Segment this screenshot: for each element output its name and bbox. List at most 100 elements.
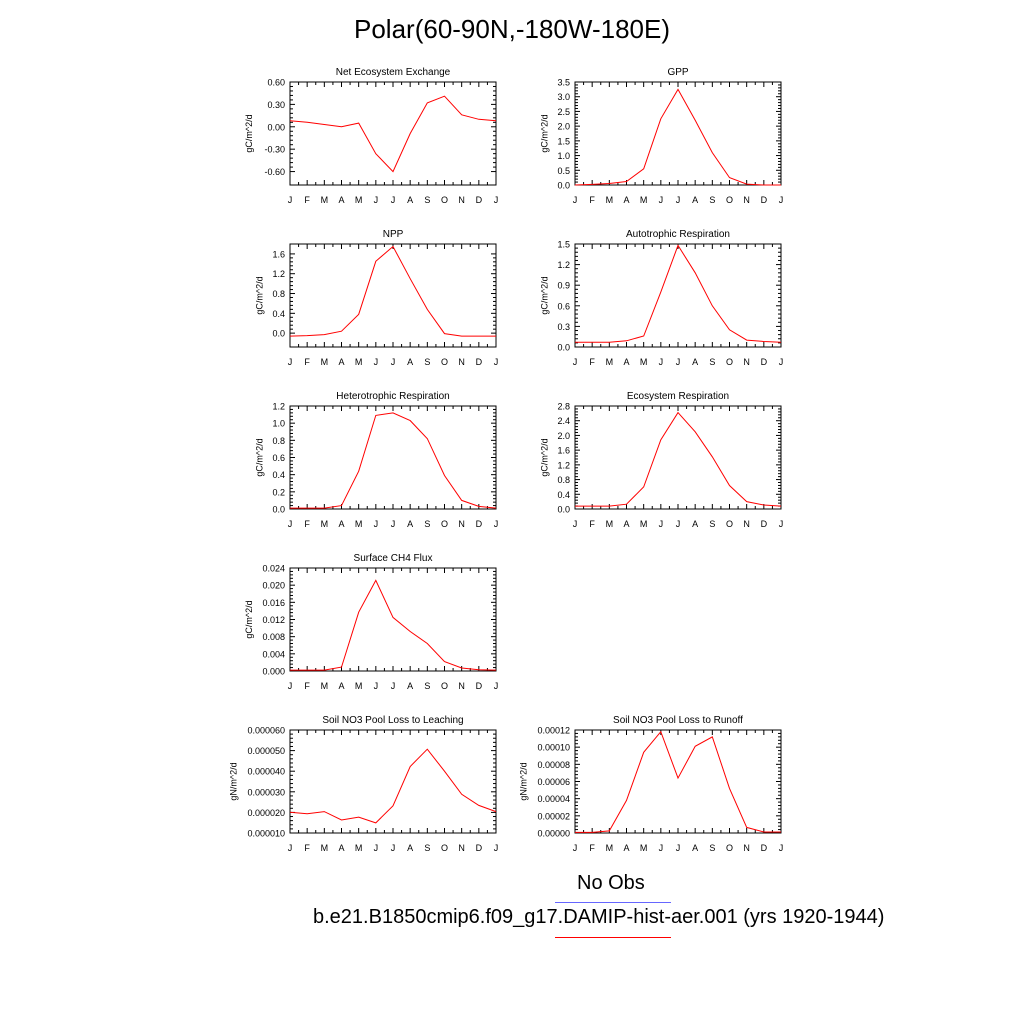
y-tick-label: 0.00010 [537,743,570,753]
x-tick-label: J [374,843,379,853]
x-tick-label: J [779,195,784,205]
x-tick-label: F [304,357,310,367]
plot-frame [289,243,497,348]
x-tick-label: J [676,843,681,853]
plot-frame [289,729,497,834]
series-line [289,245,496,337]
panel-title: Soil NO3 Pool Loss to Leaching [322,715,463,726]
x-tick-label: N [743,843,750,853]
series-line [290,579,497,671]
panel-title: Soil NO3 Pool Loss to Runoff [613,715,743,726]
x-tick-label: A [338,519,344,529]
x-tick-label: A [407,519,413,529]
series-line [289,748,497,824]
y-tick-label: 0.00006 [537,777,570,787]
x-tick-label: J [494,519,499,529]
x-tick-label: A [407,357,413,367]
x-tick-label: J [288,519,293,529]
y-tick-label: 0.00012 [537,726,570,736]
x-tick-label: J [779,843,784,853]
plot-frame [574,81,782,186]
x-tick-label: O [726,519,733,529]
y-tick-label: 0.4 [557,490,570,500]
x-tick-label: A [623,519,629,529]
y-tick-label: 0.024 [262,564,285,574]
y-tick-label: 0.00 [267,122,285,132]
x-tick-label: D [761,357,768,367]
y-axis-label: gC/m^2/d [254,438,264,476]
panel-title: Surface CH4 Flux [354,553,433,564]
x-tick-label: N [458,843,465,853]
legend-obs-label: No Obs [577,872,645,894]
plot-frame [289,405,497,510]
x-tick-label: A [692,195,698,205]
y-tick-label: 1.5 [557,136,570,146]
x-tick-label: M [321,195,329,205]
plot-frame [289,81,497,186]
x-tick-label: J [288,843,293,853]
x-tick-label: O [726,843,733,853]
y-tick-label: 0.4 [272,470,285,480]
x-tick-label: J [659,519,664,529]
x-tick-label: D [476,843,483,853]
x-tick-label: J [779,519,784,529]
x-tick-label: N [458,681,465,691]
x-tick-label: J [573,843,578,853]
y-tick-label: 0.6 [272,453,285,463]
x-tick-label: F [589,843,595,853]
x-tick-label: A [338,357,344,367]
x-tick-label: D [476,681,483,691]
x-tick-label: A [407,843,413,853]
x-tick-label: F [589,357,595,367]
x-tick-label: J [391,519,396,529]
x-tick-label: A [692,519,698,529]
x-tick-label: A [623,195,629,205]
x-tick-label: O [441,357,448,367]
series-line [289,95,497,173]
x-tick-label: F [304,195,310,205]
x-tick-label: J [494,357,499,367]
x-tick-label: M [355,681,363,691]
x-tick-label: J [374,519,379,529]
x-tick-label: A [338,843,344,853]
x-tick-label: S [424,843,430,853]
x-tick-label: F [304,843,310,853]
x-tick-label: M [606,843,614,853]
y-tick-label: 0.4 [272,309,285,319]
x-tick-label: O [441,681,448,691]
panel-title: NPP [383,229,404,240]
y-tick-label: 2.5 [557,107,570,117]
x-tick-label: J [494,843,499,853]
x-tick-label: F [589,195,595,205]
x-tick-label: N [743,195,750,205]
y-axis-label: gN/m^2/d [519,762,529,800]
x-tick-label: O [441,195,448,205]
y-tick-label: 2.0 [557,431,570,441]
x-tick-label: J [391,843,396,853]
x-tick-label: J [573,195,578,205]
x-tick-label: J [391,357,396,367]
plot-frame [574,729,782,834]
series-line [575,244,782,343]
x-tick-label: D [761,843,768,853]
x-tick-label: F [304,519,310,529]
x-tick-label: S [709,195,715,205]
x-tick-label: J [494,195,499,205]
y-tick-label: 0.0 [272,505,285,515]
x-tick-label: J [494,681,499,691]
x-tick-label: F [304,681,310,691]
x-tick-label: M [640,357,648,367]
x-tick-label: A [338,681,344,691]
y-tick-label: 0.020 [262,581,285,591]
x-tick-label: J [374,681,379,691]
y-axis-label: gN/m^2/d [228,762,238,800]
x-tick-label: D [476,357,483,367]
x-tick-label: J [374,195,379,205]
y-tick-label: 0.016 [262,598,285,608]
y-tick-label: 0.000060 [247,726,285,736]
x-tick-label: M [355,519,363,529]
plot-frame [574,405,782,510]
